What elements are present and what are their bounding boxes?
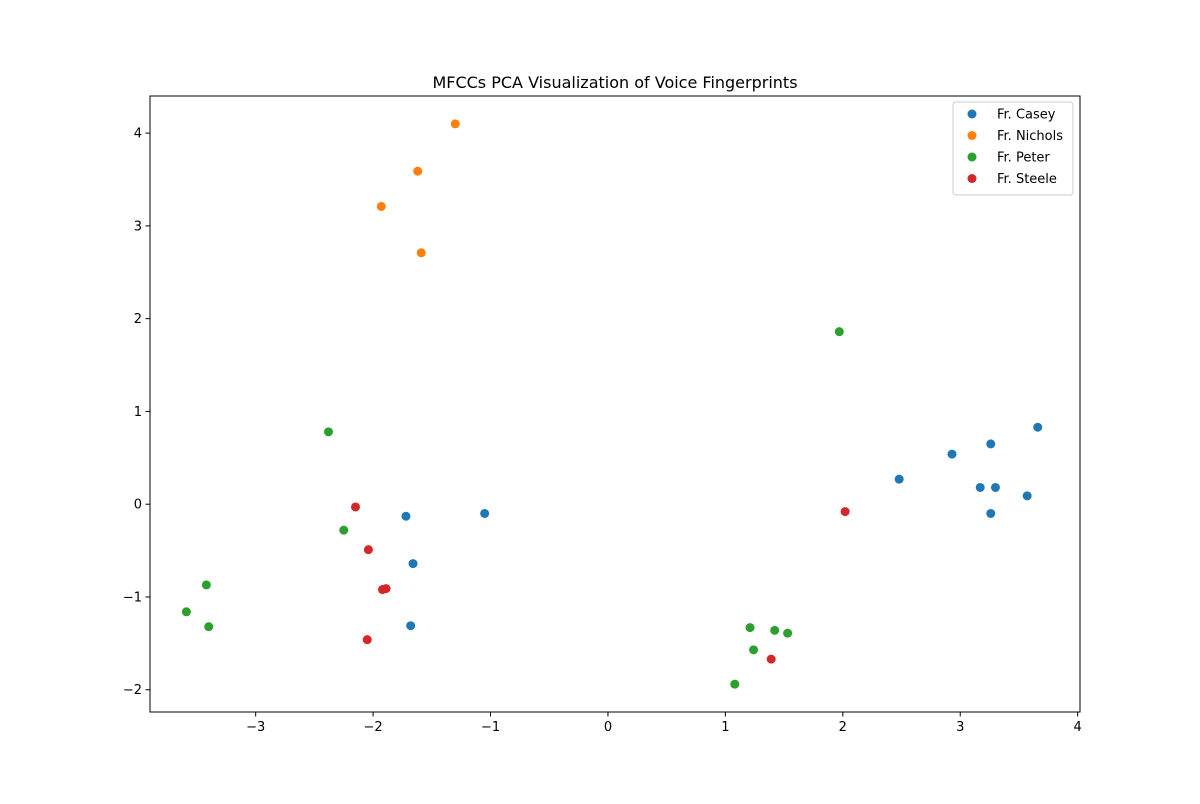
legend-item: Fr. Casey	[967, 108, 1056, 123]
y-tick-label: 2	[134, 312, 142, 327]
data-point	[350, 502, 360, 512]
data-point	[363, 545, 373, 555]
y-tick-label: −2	[123, 683, 142, 698]
y-tick-label: −1	[123, 590, 142, 605]
chart-title: MFCCs PCA Visualization of Voice Fingerp…	[432, 73, 797, 92]
data-point	[480, 508, 490, 518]
data-point	[362, 635, 372, 645]
x-tick-label: 1	[721, 720, 729, 735]
plot-area	[181, 119, 1043, 689]
x-tick-label: 0	[604, 720, 612, 735]
data-point	[749, 645, 759, 655]
legend-item: Fr. Peter	[967, 151, 1050, 166]
data-point	[770, 625, 780, 635]
series-fr-nichols	[376, 119, 460, 258]
data-point	[413, 166, 423, 176]
x-tick-label: −1	[481, 720, 500, 735]
data-point	[204, 622, 214, 632]
legend-marker	[967, 109, 977, 119]
data-point	[181, 607, 191, 617]
legend-label: Fr. Nichols	[997, 129, 1063, 144]
data-point	[381, 584, 391, 594]
data-point	[339, 525, 349, 535]
data-point	[401, 511, 411, 521]
x-tick-label: 2	[839, 720, 847, 735]
data-point	[766, 654, 776, 664]
legend-label: Fr. Steele	[997, 172, 1057, 187]
data-point	[406, 621, 416, 631]
y-tick-label: 4	[134, 127, 142, 142]
axes-frame	[149, 95, 1081, 713]
data-point	[1022, 491, 1032, 501]
y-tick-label: 1	[134, 405, 142, 420]
x-tick-label: 3	[956, 720, 964, 735]
legend-label: Fr. Peter	[997, 151, 1050, 166]
data-point	[986, 439, 996, 449]
legend-label: Fr. Casey	[997, 108, 1056, 123]
data-point	[783, 628, 793, 638]
x-tick-label: −3	[246, 720, 265, 735]
legend-marker	[967, 152, 977, 162]
data-point	[990, 482, 1000, 492]
y-tick-label: 3	[134, 219, 142, 234]
data-point	[947, 449, 957, 459]
data-point	[201, 580, 211, 590]
series-fr-peter	[181, 327, 844, 689]
legend-box	[952, 101, 1074, 196]
y-tick-label: 0	[134, 498, 142, 513]
data-point	[834, 327, 844, 337]
data-point	[894, 474, 904, 484]
x-tick-label: −2	[364, 720, 383, 735]
legend-marker	[967, 174, 977, 183]
axes: −3 −2 −1 0 1 2 3 4 −2 −1 0 1 2 3 4	[123, 95, 1082, 735]
series-fr-steele	[350, 502, 850, 664]
data-point	[975, 482, 985, 492]
data-point	[416, 248, 426, 258]
data-point	[840, 507, 850, 517]
data-point	[323, 427, 333, 437]
data-point	[1033, 422, 1043, 432]
data-point	[408, 559, 418, 569]
data-point	[450, 119, 460, 129]
legend-item: Fr. Steele	[967, 172, 1057, 187]
legend: Fr. Casey Fr. Nichols Fr. Peter Fr. Steele	[952, 101, 1074, 196]
data-point	[730, 679, 740, 689]
series-fr-casey	[401, 422, 1043, 631]
data-point	[745, 623, 755, 633]
legend-marker	[967, 131, 977, 140]
data-point	[986, 508, 996, 518]
x-tick-label: 4	[1074, 720, 1082, 735]
legend-item: Fr. Nichols	[967, 129, 1063, 144]
data-point	[376, 201, 386, 211]
